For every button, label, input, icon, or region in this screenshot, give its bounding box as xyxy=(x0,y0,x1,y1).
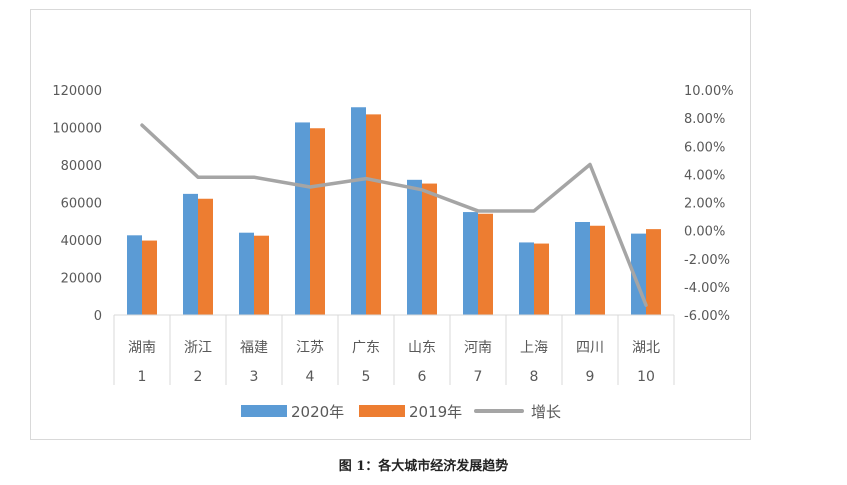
x-category-number: 1 xyxy=(138,369,147,385)
legend-2-label: 2019年 xyxy=(409,403,462,421)
figure-caption: 图 1：各大城市经济发展趋势 xyxy=(338,459,509,474)
bar-series-2 xyxy=(198,198,213,315)
x-category-number: 9 xyxy=(586,369,595,385)
y-right-tick-label: 4.00% xyxy=(684,168,725,183)
y-right-tick-label: -6.00% xyxy=(684,309,730,324)
legend-1-swatch xyxy=(241,405,287,417)
y-left-tick-label: 80000 xyxy=(61,159,102,174)
bar-series-2 xyxy=(590,225,605,315)
bar-series-2 xyxy=(366,114,381,315)
x-category-label: 上海 xyxy=(520,340,548,356)
legend-2-swatch xyxy=(359,405,405,417)
x-category-number: 5 xyxy=(362,369,371,385)
x-category-label: 福建 xyxy=(240,340,268,356)
x-category-number: 8 xyxy=(530,369,539,385)
bar-series-1 xyxy=(407,179,422,315)
bar-series-1 xyxy=(351,107,366,315)
bar-series-1 xyxy=(519,242,534,315)
x-category-label: 浙江 xyxy=(184,340,212,356)
bar-series-1 xyxy=(575,222,590,315)
y-left-tick-label: 0 xyxy=(94,309,102,324)
x-category-label: 河南 xyxy=(464,340,492,356)
chart-frame: 0 20000 40000 60000 80000 100000 120000 -6.00% -… xyxy=(30,9,751,440)
x-category-label: 湖北 xyxy=(632,340,660,356)
x-category-label: 四川 xyxy=(576,340,604,356)
x-category-label: 湖南 xyxy=(128,340,156,356)
bar-series-2 xyxy=(310,128,325,315)
y-left-tick-label: 60000 xyxy=(61,197,102,212)
y-right-tick-label: 8.00% xyxy=(684,112,725,127)
legend-3-label: 增长 xyxy=(531,403,561,421)
x-category-label: 山东 xyxy=(408,340,436,356)
bar-series-2 xyxy=(646,229,661,315)
bar-series-2 xyxy=(478,213,493,315)
y-left-tick-label: 40000 xyxy=(61,234,102,249)
x-category-number: 7 xyxy=(474,369,483,385)
combo-chart: 0 20000 40000 60000 80000 100000 120000 -6.00% -… xyxy=(52,84,734,421)
bar-series-2 xyxy=(534,243,549,315)
y-left-tick-label: 120000 xyxy=(52,84,102,99)
bar-series-1 xyxy=(127,235,142,315)
x-category-number: 6 xyxy=(418,369,427,385)
x-category-number: 4 xyxy=(306,369,315,385)
y-right-tick-label: 0.00% xyxy=(684,225,725,240)
bar-series-2 xyxy=(142,240,157,315)
y-right-tick-label: -2.00% xyxy=(684,253,730,268)
x-category-number: 10 xyxy=(637,369,655,385)
x-category-number: 2 xyxy=(194,369,203,385)
y-left-tick-label: 100000 xyxy=(52,122,102,137)
x-category-label: 广东 xyxy=(352,340,380,356)
bar-series-2 xyxy=(254,235,269,315)
bar-series-1 xyxy=(463,212,478,315)
legend-1-label: 2020年 xyxy=(291,403,344,421)
y-right-tick-label: -4.00% xyxy=(684,281,730,296)
bar-series-1 xyxy=(183,193,198,315)
y-left-tick-label: 20000 xyxy=(61,272,102,287)
bar-series-1 xyxy=(239,232,254,315)
growth-line xyxy=(140,123,648,307)
x-category-number: 3 xyxy=(250,369,259,385)
x-category-label: 江苏 xyxy=(296,340,324,356)
bar-series-2 xyxy=(422,183,437,315)
y-right-tick-label: 6.00% xyxy=(684,140,725,155)
bar-series-1 xyxy=(295,122,310,315)
y-right-tick-label: 2.00% xyxy=(684,197,725,212)
y-right-tick-label: 10.00% xyxy=(684,84,734,99)
